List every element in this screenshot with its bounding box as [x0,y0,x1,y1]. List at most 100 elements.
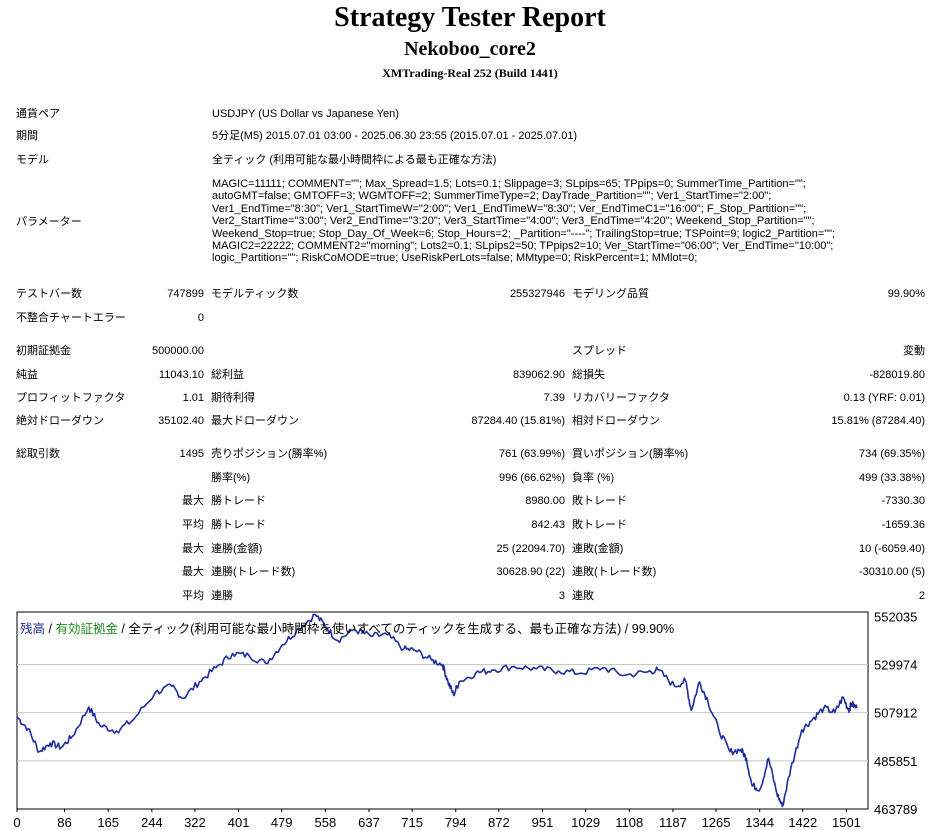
y-tick-label: 485851 [874,754,917,769]
x-tick-label: 1344 [745,815,774,830]
win-rate-value: 996 (66.62%) [498,472,565,484]
x-tick-label: 558 [314,815,336,830]
trades-label: 総取引数 [16,448,60,460]
ea-name: Nekoboo_core2 [404,38,536,60]
legend-separator: / [45,622,56,636]
ticks-value: 255327946 [509,288,565,300]
legend-balance: 残高 [20,622,46,636]
max-cons-profit-label: 連勝(トレード数) [211,566,296,578]
gross-profit-value: 839062.90 [513,369,565,381]
loss-rate-value: 499 (33.38%) [858,472,925,484]
avg-cons-losses-label: 連敗 [572,590,594,602]
params-line: autoGMT=false; GMTOFF=3; WGMTOFF=2; Summ… [212,190,772,203]
payoff-value: 7.39 [543,392,565,404]
short-value: 761 (63.99%) [498,448,565,460]
x-axis: 0 86 165 244 322 401 479 558 637 715 794 872 951 1029… [13,809,861,830]
x-tick-label: 1029 [571,815,600,830]
x-tick-label: 1501 [832,815,861,830]
loss-rate-label: 負率 (%) [572,472,615,484]
params-line: logic_Partition=""; RiskCoMODE=true; Use… [212,252,698,265]
x-tick-label: 794 [445,815,467,830]
period-value: 5分足(M5) 2015.07.01 03:00 - 2025.06.30 23… [212,130,578,142]
max-cons-wins-value: 25 (22094.70) [496,543,566,555]
abs-dd-value: 35102.40 [158,415,204,427]
x-tick-label: 1187 [659,815,687,830]
gross-loss-label: 総損失 [572,369,605,381]
net-value: 11043.10 [158,369,204,381]
rel-dd-label: 相対ドローダウン [572,415,660,427]
max-word: 最大 [182,495,204,507]
params-line: Ver2_StartTime="3:00"; Ver2_EndTime="3:2… [212,215,815,228]
params-text: MAGIC=11111; COMMENT=""; Max_Spread=1.5;… [212,178,902,265]
max-dd-value: 87284.40 (15.81%) [471,415,565,427]
y-tick-label: 507912 [874,706,917,721]
rf-label: リカバリーファクタ [572,392,670,404]
x-tick-label: 637 [358,815,380,830]
avg-win-label: 勝トレード [211,519,266,531]
avg-word: 平均 [182,519,204,531]
x-tick-label: 951 [532,815,554,830]
report-title: Strategy Tester Report [334,2,606,33]
y-tick-label: 463789 [874,802,917,817]
y-tick-label: 529974 [874,657,917,672]
max-cons-losses-label: 連敗(金額) [572,543,624,555]
bars-label: テストバー数 [16,288,82,300]
params-line: Weekend_Stop=true; Stop_Day_Of_Week=6; S… [212,227,836,240]
deposit-label: 初期証拠金 [16,345,71,357]
quality-value: 99.90% [887,288,925,300]
deposit-value: 500000.00 [152,345,204,357]
short-label: 売りポジション(勝率%) [211,448,328,460]
gross-profit-label: 総利益 [211,369,244,381]
avg-cons-losses-value: 2 [918,590,925,602]
trades-value: 1495 [179,448,204,460]
x-tick-label: 872 [488,815,510,830]
plot-frame [16,611,869,810]
period-label: 期間 [16,130,38,142]
largest-win-label: 勝トレード [211,495,266,507]
long-value: 734 (69.35%) [858,448,925,460]
mismatch-label: 不整合チャートエラー [16,312,126,324]
long-label: 買いポジション(勝率%) [572,448,689,460]
max-cons-loss-label: 連敗(トレード数) [572,566,657,578]
payoff-label: 期待利得 [211,392,255,404]
x-tick-label: 244 [141,815,163,830]
balance-line [16,613,858,808]
x-tick-label: 401 [228,815,250,830]
y-tick-label: 552035 [874,609,917,624]
chart-legend: 残高 / 有効証拠金 / 全ティック(利用可能な最小時間枠を使いすべてのティック… [20,618,674,637]
rel-dd-value: 15.81% (87284.40) [831,415,925,427]
avg-loss-label: 敗トレード [572,519,627,531]
symbol-label: 通貨ペア [16,108,60,120]
params-line: MAGIC=11111; COMMENT=""; Max_Spread=1.5;… [212,178,806,190]
avg-win-value: 842.43 [531,519,565,531]
abs-dd-label: 絶対ドローダウン [16,415,104,427]
avg-cons-wins-label: 連勝 [211,590,233,602]
x-tick-label: 0 [13,815,20,830]
max-cons-profit-value: 30628.90 (22) [496,566,566,578]
max-cons-losses-value: 10 (-6059.40) [858,543,925,555]
model-label: モデル [16,154,49,166]
balance-chart: 552035 529974 507912 485851 463789 0 86 165 244… [13,609,917,830]
ticks-label: モデルティック数 [211,288,299,300]
legend-equity: 有効証拠金 [55,622,118,636]
max-word: 最大 [182,543,204,555]
params-line: Ver1_EndTime="8:30"; Ver1_StartTimeW="2:… [212,202,807,215]
rf-value: 0.13 (YRF: 0.01) [843,392,925,404]
x-tick-label: 715 [401,815,423,830]
x-tick-label: 1422 [788,815,817,830]
x-tick-label: 165 [97,815,119,830]
max-cons-loss-value: -30310.00 (5) [858,566,925,578]
x-tick-label: 479 [271,815,293,830]
largest-loss-label: 敗トレード [572,495,627,507]
net-label: 純益 [16,369,38,381]
x-tick-label: 1108 [615,815,643,830]
mismatch-value: 0 [197,312,204,324]
x-tick-label: 1265 [702,815,731,830]
x-tick-label: 86 [57,815,71,830]
params-line: MAGIC2=22222; COMMENT2="morning"; Lots2=… [212,240,834,253]
bars-value: 747899 [167,288,204,300]
pf-label: プロフィットファクタ [16,392,126,404]
max-dd-label: 最大ドローダウン [211,415,299,427]
avg-word: 平均 [182,590,204,602]
pf-value: 1.01 [182,392,204,404]
